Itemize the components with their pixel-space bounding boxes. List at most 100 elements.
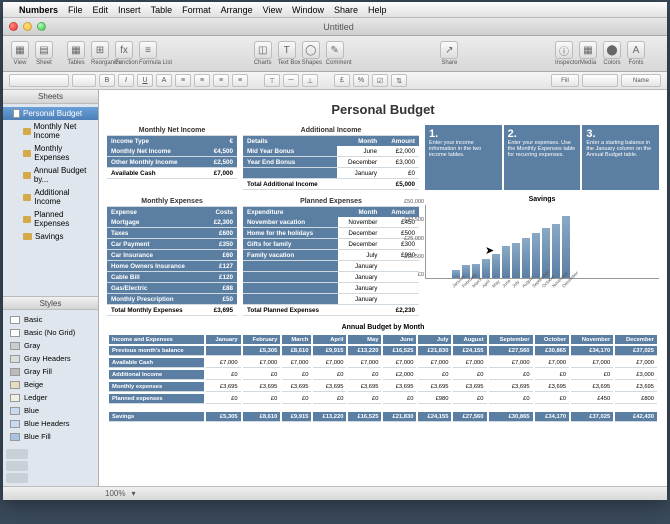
menu-window[interactable]: Window bbox=[292, 5, 324, 15]
chart-bar[interactable] bbox=[562, 216, 570, 278]
folder-icon bbox=[23, 150, 31, 157]
style-swatch bbox=[10, 342, 20, 350]
monthly-expenses-table[interactable]: Monthly ExpensesExpenseCostsMortgage£2,3… bbox=[107, 196, 237, 316]
align-right[interactable]: ≡ bbox=[213, 74, 229, 87]
style-swatch bbox=[10, 420, 20, 428]
chart-bar[interactable] bbox=[482, 259, 490, 278]
menu-arrange[interactable]: Arrange bbox=[221, 5, 253, 15]
percent-format[interactable]: % bbox=[353, 74, 369, 87]
zoom-level[interactable]: 100% bbox=[105, 489, 125, 498]
sheet-item[interactable]: Monthly Expenses bbox=[3, 142, 98, 164]
toolbar-share[interactable]: ↗ bbox=[440, 41, 458, 59]
sheet-item[interactable]: Personal Budget bbox=[3, 107, 98, 120]
menu-help[interactable]: Help bbox=[368, 5, 387, 15]
valign-top[interactable]: ⊤ bbox=[264, 74, 280, 87]
menu-file[interactable]: File bbox=[68, 5, 83, 15]
italic-button[interactable]: I bbox=[118, 74, 134, 87]
sheet-item[interactable]: Additional Income bbox=[3, 186, 98, 208]
savings-chart[interactable]: £0£12,500£25,000£37,500£50,000 bbox=[425, 205, 659, 279]
style-item[interactable]: Ledger bbox=[6, 391, 95, 404]
toolbar-colors[interactable]: ⬤ bbox=[603, 41, 621, 59]
toolbar-tables[interactable]: ▦ bbox=[67, 41, 85, 59]
fill-color[interactable]: Fill bbox=[551, 74, 579, 87]
menu-insert[interactable]: Insert bbox=[118, 5, 141, 15]
valign-mid[interactable]: ─ bbox=[283, 74, 299, 87]
style-item[interactable]: Gray Fill bbox=[6, 365, 95, 378]
sheet-item[interactable]: Annual Budget by... bbox=[3, 164, 98, 186]
menu-format[interactable]: Format bbox=[182, 5, 211, 15]
toolbar: ▦▤ViewSheet▦⊞fx≡TablesReorganizeFunction… bbox=[3, 36, 667, 72]
align-center[interactable]: ≡ bbox=[194, 74, 210, 87]
toolbar-sheet[interactable]: ▤ bbox=[35, 41, 53, 59]
border-style[interactable] bbox=[582, 74, 618, 87]
styles-header: Styles bbox=[3, 296, 98, 310]
checkbox-format[interactable]: ☑ bbox=[372, 74, 388, 87]
toolbar-shapes[interactable]: ◯ bbox=[302, 41, 320, 59]
chart-bar[interactable] bbox=[552, 224, 560, 278]
folder-icon bbox=[23, 233, 32, 240]
close-window-button[interactable] bbox=[9, 22, 18, 31]
underline-button[interactable]: U bbox=[137, 74, 153, 87]
sheet-item[interactable]: Planned Expenses bbox=[3, 208, 98, 230]
monthly-net-income-table[interactable]: Monthly Net IncomeIncome Type€Monthly Ne… bbox=[107, 125, 237, 179]
valign-bot[interactable]: ⊥ bbox=[302, 74, 318, 87]
style-item[interactable]: Gray Headers bbox=[6, 352, 95, 365]
sheet-item[interactable]: Monthly Net Income bbox=[3, 120, 98, 142]
toolbar-inspector[interactable]: ⓘ bbox=[555, 41, 573, 59]
planned-expenses-table[interactable]: Planned ExpensesExpenditureMonthAmountNo… bbox=[243, 196, 419, 316]
cell-name[interactable]: Name bbox=[621, 74, 661, 87]
toolbar-charts[interactable]: ◫ bbox=[254, 41, 272, 59]
bold-button[interactable]: B bbox=[99, 74, 115, 87]
folder-icon bbox=[23, 216, 31, 223]
font-size[interactable] bbox=[72, 74, 96, 87]
toolbar-formula-list[interactable]: ≡ bbox=[139, 41, 157, 59]
styles-list: BasicBasic (No Grid)GrayGray HeadersGray… bbox=[3, 310, 98, 446]
menu-share[interactable]: Share bbox=[334, 5, 358, 15]
style-item[interactable]: Beige bbox=[6, 378, 95, 391]
style-swatch bbox=[10, 394, 20, 402]
align-justify[interactable]: ≡ bbox=[232, 74, 248, 87]
sheet-item[interactable]: Savings bbox=[3, 230, 98, 243]
align-left[interactable]: ≡ bbox=[175, 74, 191, 87]
text-color[interactable]: A bbox=[156, 74, 172, 87]
toolbar-media[interactable]: ▦ bbox=[579, 41, 597, 59]
sidebar-action-3[interactable] bbox=[6, 473, 28, 483]
stepper-format[interactable]: ⇅ bbox=[391, 74, 407, 87]
menu-numbers[interactable]: Numbers bbox=[19, 5, 58, 15]
doc-icon bbox=[13, 109, 20, 118]
sheets-header: Sheets bbox=[3, 90, 98, 104]
style-item[interactable]: Blue Fill bbox=[6, 430, 95, 443]
toolbar-fonts[interactable]: A bbox=[627, 41, 645, 59]
style-item[interactable]: Blue Headers bbox=[6, 417, 95, 430]
style-item[interactable]: Basic (No Grid) bbox=[6, 326, 95, 339]
style-item[interactable]: Blue bbox=[6, 404, 95, 417]
zoom-window-button[interactable] bbox=[37, 22, 46, 31]
chart-bar[interactable] bbox=[502, 246, 510, 278]
currency-format[interactable]: £ bbox=[334, 74, 350, 87]
menu-table[interactable]: Table bbox=[151, 5, 173, 15]
chart-bar[interactable] bbox=[512, 243, 520, 278]
chart-bar[interactable] bbox=[522, 238, 530, 278]
menu-edit[interactable]: Edit bbox=[93, 5, 109, 15]
style-item[interactable]: Gray bbox=[6, 339, 95, 352]
chart-bar[interactable] bbox=[532, 233, 540, 278]
sidebar-action-2[interactable] bbox=[6, 461, 28, 471]
minimize-window-button[interactable] bbox=[23, 22, 32, 31]
toolbar-function[interactable]: fx bbox=[115, 41, 133, 59]
canvas[interactable]: Personal Budget Monthly Net IncomeIncome… bbox=[99, 90, 667, 486]
toolbar-view[interactable]: ▦ bbox=[11, 41, 29, 59]
toolbar-comment[interactable]: ✎ bbox=[326, 41, 344, 59]
annual-budget-table[interactable]: Income and ExpensesJanuaryFebruaryMarchA… bbox=[107, 333, 659, 424]
titlebar: Untitled bbox=[3, 18, 667, 36]
style-swatch bbox=[10, 407, 20, 415]
font-select[interactable] bbox=[9, 74, 69, 87]
menu-view[interactable]: View bbox=[263, 5, 282, 15]
additional-income-table[interactable]: Additional IncomeDetailsMonthAmountMid Y… bbox=[243, 125, 419, 190]
style-item[interactable]: Basic bbox=[6, 313, 95, 326]
sidebar-action-1[interactable] bbox=[6, 449, 28, 459]
tip-card: 2.Enter your expenses. Use the Monthly E… bbox=[504, 125, 581, 190]
folder-icon bbox=[23, 172, 31, 179]
toolbar-reorganize[interactable]: ⊞ bbox=[91, 41, 109, 59]
chart-bar[interactable] bbox=[492, 254, 500, 278]
toolbar-text-box[interactable]: T bbox=[278, 41, 296, 59]
